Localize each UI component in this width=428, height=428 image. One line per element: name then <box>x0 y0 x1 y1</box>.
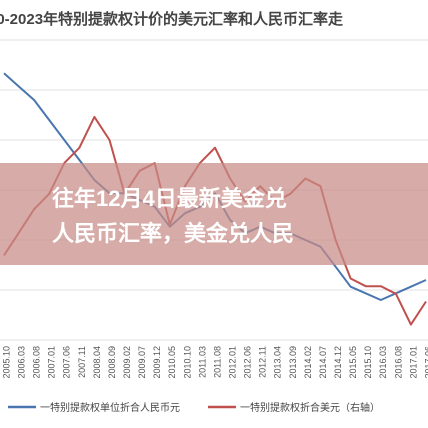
x-tick-label: 2012.01 <box>227 346 237 379</box>
x-tick-label: 2015.05 <box>348 346 358 379</box>
x-tick-label: 2013.04 <box>273 346 283 379</box>
x-tick-label: 2007.11 <box>77 346 87 378</box>
x-tick-label: 2007.06 <box>62 346 72 379</box>
x-tick-label: 2009.02 <box>122 346 132 379</box>
x-axis-tick-labels: 2005.10 2006.03 2006.08 2007.01 2007.06 2007.… <box>1 346 428 379</box>
x-tick-label: 2005.10 <box>1 346 11 379</box>
x-tick-label: 2015.10 <box>363 346 373 379</box>
x-tick-label: 2010.05 <box>167 346 177 379</box>
x-tick-label: 2017.01 <box>408 346 418 379</box>
legend: 一特别提款权单位折合人民币元 一特别提款权折合美元（右轴） <box>8 401 380 414</box>
x-tick-label: 2014.12 <box>333 346 343 379</box>
x-tick-label: 2009.12 <box>152 346 162 379</box>
x-tick-label: 2006.03 <box>16 346 26 379</box>
series-line-2 <box>3 115 427 326</box>
x-tick-label: 2006.08 <box>31 346 41 379</box>
headline-overlay: 往年12月4日最新美金兑 人民币汇率，美金兑人民 <box>0 163 428 265</box>
x-tick-label: 2011.08 <box>212 346 222 378</box>
x-tick-label: 2012.11 <box>258 346 268 378</box>
x-tick-label: 2017.06 <box>423 346 428 379</box>
x-tick-label: 2008.09 <box>107 346 117 379</box>
x-tick-label: 2013.09 <box>288 346 298 379</box>
headline-line-1: 往年12月4日最新美金兑 <box>52 186 287 211</box>
x-tick-label: 2016.03 <box>378 346 388 379</box>
headline-line-2: 人民币汇率，美金兑人民 <box>52 221 295 246</box>
x-tick-label: 2012.06 <box>242 346 252 379</box>
headline-text: 往年12月4日最新美金兑 人民币汇率，美金兑人民 <box>52 181 424 251</box>
chart-title: 00-2023年特别提款权计价的美元汇率和人民币汇率走 <box>0 11 344 28</box>
legend-label-2: 一特别提款权折合美元（右轴） <box>240 401 380 414</box>
x-tick-label: 2014.07 <box>318 346 328 379</box>
x-tick-label: 2009.07 <box>137 346 147 379</box>
legend-label-1: 一特别提款权单位折合人民币元 <box>40 401 180 414</box>
x-tick-label: 2016.08 <box>393 346 403 379</box>
x-tick-label: 2007.01 <box>47 346 57 379</box>
x-tick-label: 2011.03 <box>197 346 207 378</box>
x-tick-label: 2008.04 <box>92 346 102 379</box>
x-tick-label: 2014.02 <box>303 346 313 379</box>
x-tick-label: 2010.10 <box>182 346 192 379</box>
